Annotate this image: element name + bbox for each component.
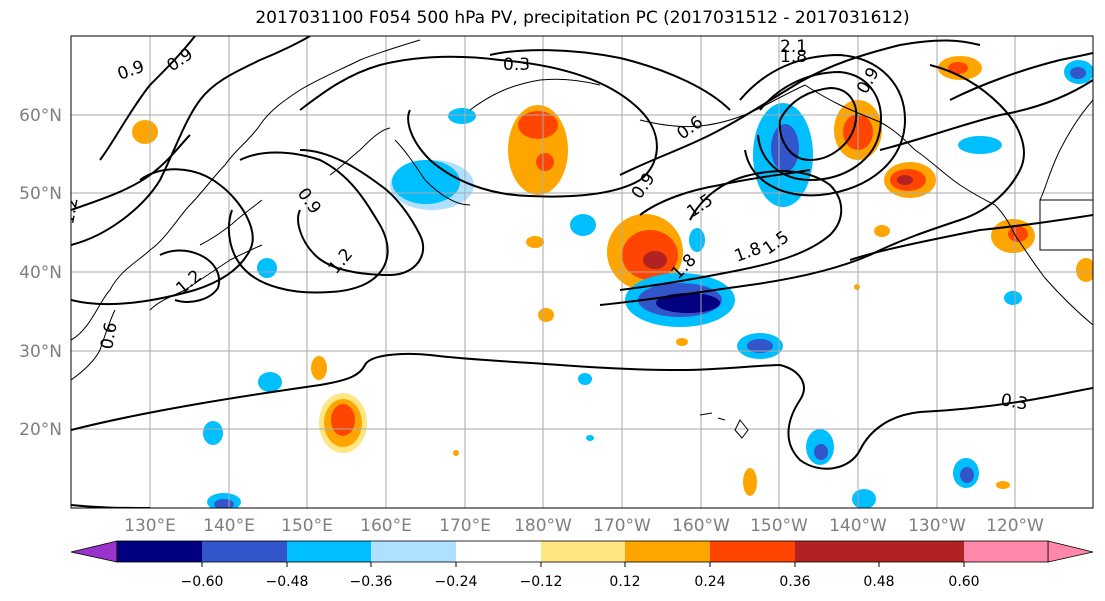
lon-label: 170°E — [439, 516, 491, 536]
colorbar-tick: 0.48 — [863, 574, 894, 590]
colorbar-tick: −0.36 — [350, 574, 393, 590]
lon-label: 170°W — [593, 516, 651, 536]
colorbar-tick: −0.60 — [181, 574, 224, 590]
colorbar-bin — [710, 541, 795, 562]
colorbar-tick: 0.12 — [609, 574, 640, 590]
colorbar-tick: 0.36 — [779, 574, 810, 590]
lon-label: 130°E — [124, 516, 176, 536]
colorbar-bin — [541, 541, 625, 562]
lat-label: 30°N — [19, 342, 62, 362]
lon-label: 120°W — [986, 516, 1044, 536]
lon-label: 140°W — [829, 516, 887, 536]
lon-label: 130°W — [908, 516, 966, 536]
map-frame — [70, 35, 1094, 509]
contour-label: 0.3 — [999, 390, 1029, 414]
colorbar-bin — [117, 541, 202, 562]
map-title: 2017031100 F054 500 hPa PV, precipitatio… — [255, 8, 910, 28]
lat-label: 50°N — [19, 184, 62, 204]
contour-label: 0.3 — [503, 55, 530, 75]
contour-label: 1.8 — [780, 47, 807, 67]
colorbar-tick: −0.24 — [435, 574, 478, 590]
lat-label: 60°N — [19, 106, 62, 126]
lon-label: 160°W — [672, 516, 730, 536]
lat-label: 40°N — [19, 263, 62, 283]
contour-label: 1.2 — [58, 196, 82, 226]
colorbar-bin — [287, 541, 371, 562]
contour-label: 0.6 — [97, 321, 121, 351]
lon-label: 160°E — [360, 516, 412, 536]
lon-label: 150°W — [750, 516, 808, 536]
colorbar-extend-high — [1047, 540, 1094, 563]
colorbar-outline — [116, 540, 1049, 563]
coastlines — [71, 39, 1093, 439]
pv-contours — [71, 36, 1093, 508]
colorbar-bin — [202, 541, 287, 562]
colorbar: −0.60 −0.48 −0.36 −0.24 −0.12 0.12 0.24 … — [70, 540, 1094, 590]
lat-label: 20°N — [19, 420, 62, 440]
colorbar-tick: 0.60 — [948, 574, 979, 590]
longitude-labels: 130°E 140°E 150°E 160°E 170°E 180°W 170°… — [124, 516, 1044, 536]
colorbar-bin — [625, 541, 710, 562]
colorbar-extend-low — [70, 540, 118, 563]
gridlines — [71, 36, 1093, 508]
latitude-labels: 60°N 50°N 40°N 30°N 20°N — [19, 106, 62, 440]
precip-positive-anomalies — [132, 56, 1093, 496]
colorbar-bin — [795, 541, 879, 562]
colorbar-tick: 0.24 — [694, 574, 725, 590]
lon-label: 150°E — [281, 516, 333, 536]
lon-label: 140°E — [203, 516, 255, 536]
lon-label: 180°W — [514, 516, 572, 536]
colorbar-tick: −0.12 — [520, 574, 563, 590]
colorbar-bin — [879, 541, 964, 562]
colorbar-bin — [964, 541, 1048, 562]
contour-label: 2.1 — [780, 37, 807, 57]
colorbar-tick: −0.48 — [266, 574, 309, 590]
colorbar-bin — [456, 541, 541, 562]
colorbar-bin — [371, 541, 456, 562]
